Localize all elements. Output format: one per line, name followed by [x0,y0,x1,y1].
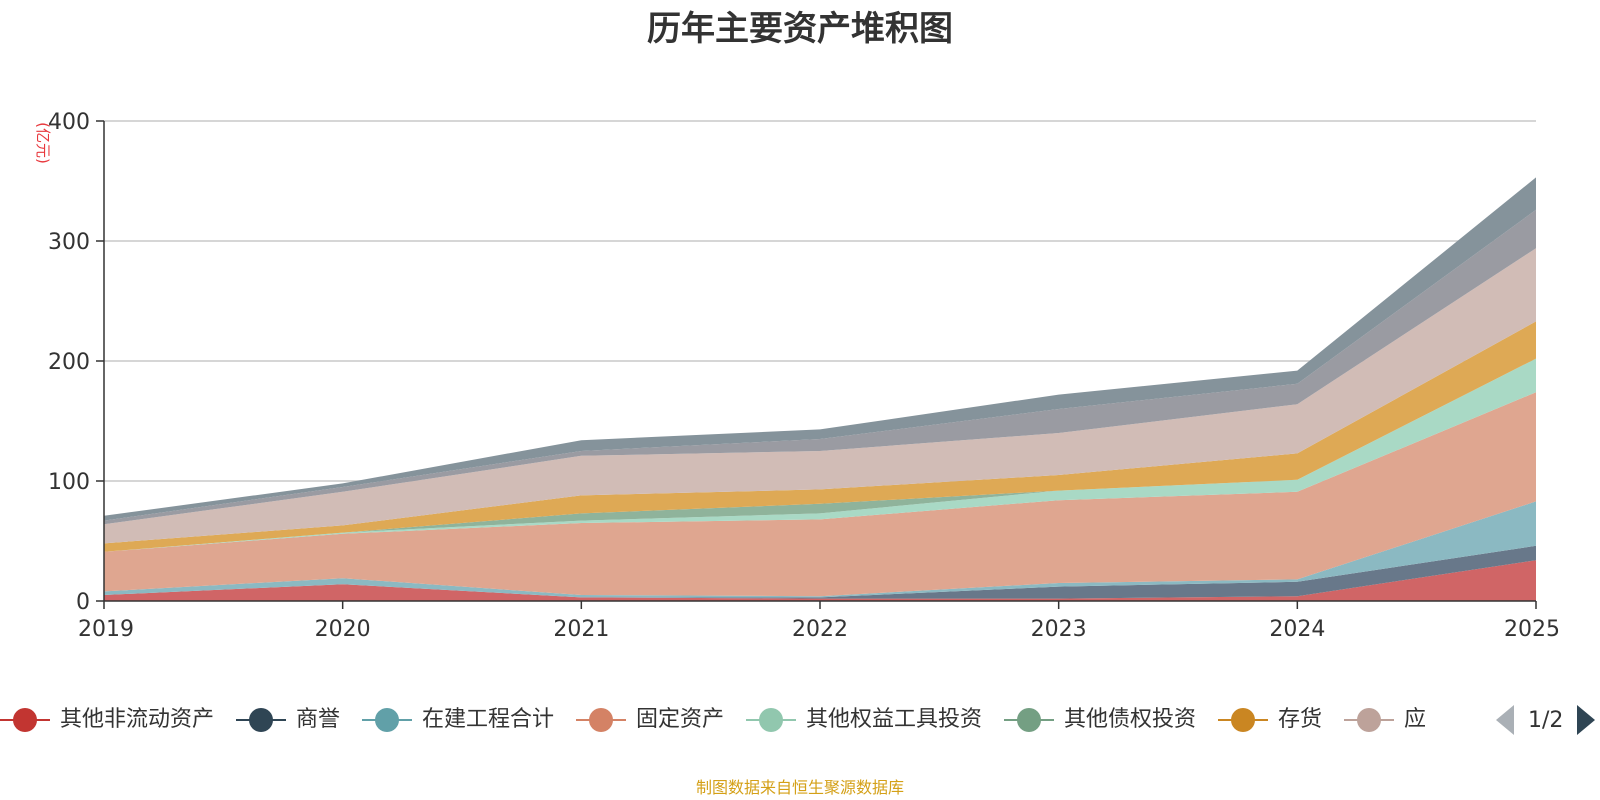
legend: 其他非流动资产 商誉 在建工程合计 固定资产 其他权益工具投资 其他债权投资 存货 应 [0,700,1480,740]
x-tick-label: 2021 [553,617,609,642]
legend-swatch-icon [0,700,50,740]
legend-item[interactable]: 应 [1344,700,1426,740]
legend-item[interactable]: 其他债权投资 [1004,700,1196,740]
legend-item[interactable]: 存货 [1218,700,1322,740]
legend-page-indicator: 1/2 [1528,707,1564,733]
area-layer [104,177,1536,601]
legend-swatch-icon [236,700,286,740]
x-tick-label: 2022 [792,617,848,642]
y-tick-label: 0 [76,590,90,615]
legend-label: 固定资产 [636,707,725,732]
legend-item[interactable]: 其他权益工具投资 [746,700,982,740]
legend-label: 商誉 [296,707,341,732]
legend-item[interactable]: 固定资产 [576,700,724,740]
legend-label: 其他权益工具投资 [806,707,983,732]
legend-item[interactable]: 商誉 [236,700,340,740]
x-tick-label: 2025 [1504,617,1560,642]
axis-layer: 0 100 200 300 400 2019 2020 2021 2022 2023 2024 202… [48,110,1560,642]
legend-swatch-icon [1218,700,1268,740]
area-series-2[interactable] [104,501,1536,598]
x-tick-label: 2023 [1031,617,1087,642]
legend-item[interactable]: 在建工程合计 [362,700,554,740]
area-series-0[interactable] [104,560,1536,601]
y-tick-label: 100 [48,470,90,495]
y-tick-label: 200 [48,350,90,375]
legend-label: 在建工程合计 [422,707,555,732]
legend-label: 存货 [1278,707,1323,732]
y-axis-unit-label: (亿元) [34,122,52,164]
legend-label: 其他债权投资 [1064,707,1197,732]
area-series-5[interactable] [104,358,1536,552]
x-tick-label: 2020 [315,617,371,642]
area-series-1[interactable] [104,545,1536,599]
legend-swatch-icon [1344,700,1394,740]
x-tick-label: 2019 [78,617,134,642]
legend-item[interactable]: 其他非流动资产 [0,700,214,740]
legend-prev-icon[interactable] [1496,705,1514,735]
legend-swatch-icon [576,700,626,740]
legend-pager: 1/2 [1496,700,1600,740]
legend-label: 应 [1404,707,1427,732]
legend-label: 其他非流动资产 [60,707,215,732]
legend-swatch-icon [746,700,796,740]
x-tick-label: 2024 [1269,617,1325,642]
area-series-7[interactable] [104,248,1536,544]
chart-title: 历年主要资产堆积图 [647,9,953,49]
source-note: 制图数据来自恒生聚源数据库 [695,778,904,797]
y-tick-label: 400 [48,110,90,135]
legend-next-icon[interactable] [1577,705,1596,735]
y-tick-label: 300 [48,230,90,255]
legend-swatch-icon [1004,700,1054,740]
legend-swatch-icon [362,700,412,740]
area-series-3[interactable] [104,392,1536,597]
